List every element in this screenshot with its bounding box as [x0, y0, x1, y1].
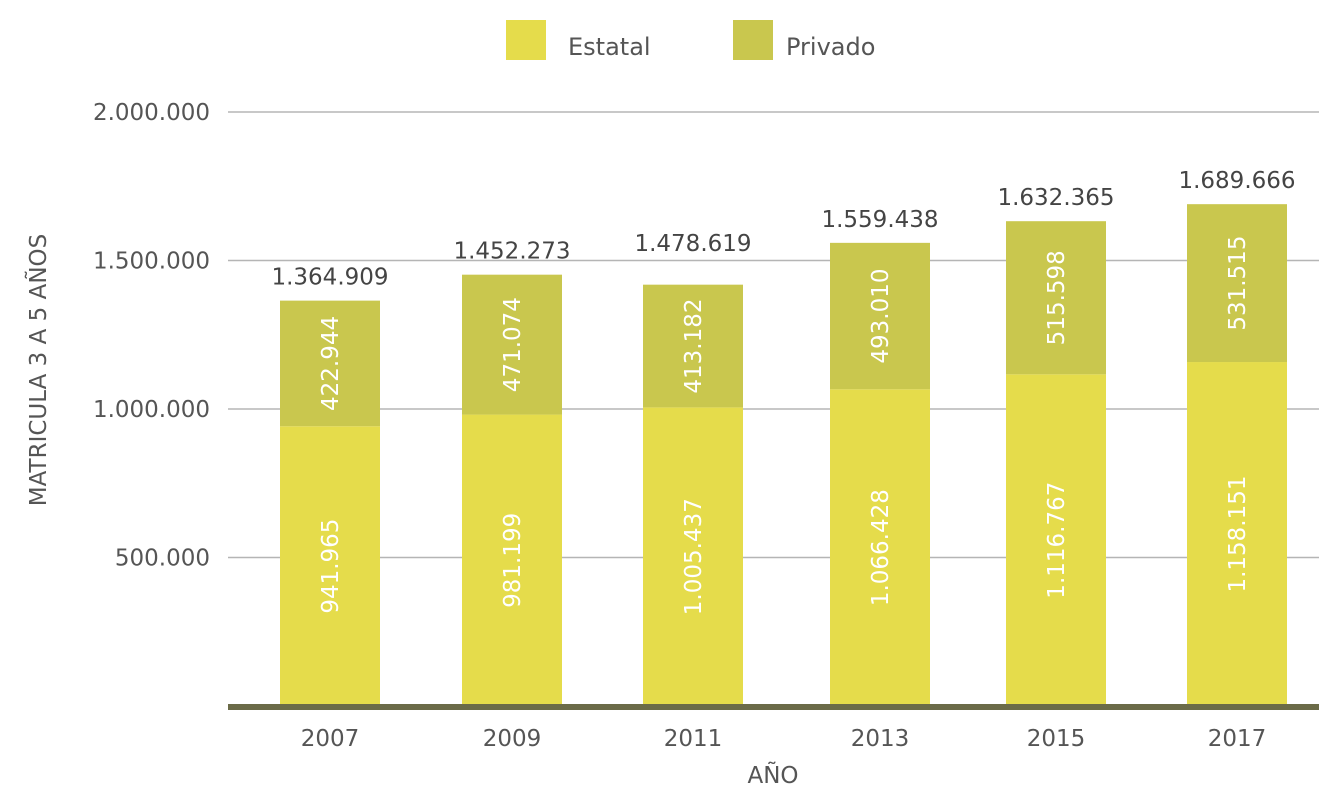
y-tick-label: 1.500.000 — [93, 249, 210, 275]
x-axis-title: AÑO — [747, 761, 798, 789]
bar-segment-estatal — [643, 407, 743, 706]
bar-segment-estatal — [1006, 374, 1106, 706]
data-label-estatal: 941.965 — [318, 519, 344, 614]
data-label-estatal: 981.199 — [500, 513, 526, 608]
legend-swatch-privado — [733, 20, 773, 60]
bar-segment-privado — [830, 242, 930, 390]
data-label-privado: 471.074 — [500, 297, 526, 392]
x-axis-line — [228, 704, 1319, 710]
bars: 941.965 422.944 1.364.909 981.199 471.074 1.4… — [271, 168, 1296, 706]
data-label-privado: 493.010 — [868, 268, 894, 363]
y-axis-title: MATRICULA 3 A 5 AÑOS — [24, 234, 52, 506]
legend-label-privado: Privado — [786, 33, 875, 61]
x-tick-label: 2009 — [483, 726, 542, 752]
data-label-estatal: 1.158.151 — [1225, 475, 1251, 592]
data-label-estatal: 1.005.437 — [681, 498, 707, 615]
legend-label-estatal: Estatal — [568, 33, 651, 61]
y-axis-ticks: 500.000 1.000.000 1.500.000 2.000.000 — [93, 100, 210, 572]
x-tick-label: 2007 — [301, 726, 360, 752]
bar-segment-privado — [280, 300, 380, 427]
data-label-estatal: 1.066.428 — [868, 489, 894, 606]
x-tick-label: 2015 — [1027, 726, 1086, 752]
bar-segment-privado — [462, 274, 562, 415]
total-label: 1.452.273 — [453, 239, 570, 265]
bar-segment-estatal — [462, 414, 562, 706]
bar-segment-privado — [1006, 221, 1106, 375]
data-label-privado: 413.182 — [681, 298, 707, 393]
data-label-privado: 515.598 — [1044, 250, 1070, 345]
bar-segment-estatal — [280, 426, 380, 706]
total-label: 1.478.619 — [634, 231, 751, 257]
bar-segment-privado — [1187, 204, 1287, 363]
total-label: 1.689.666 — [1178, 168, 1295, 194]
y-tick-label: 500.000 — [115, 546, 210, 572]
data-label-privado: 422.944 — [318, 316, 344, 411]
y-tick-label: 2.000.000 — [93, 100, 210, 126]
total-label: 1.632.365 — [997, 185, 1114, 211]
data-label-privado: 531.515 — [1225, 236, 1251, 331]
gridlines — [228, 111, 1319, 559]
x-tick-label: 2013 — [851, 726, 910, 752]
x-axis-ticks: 2007 2009 2011 2013 2015 2017 — [301, 726, 1267, 752]
total-label: 1.559.438 — [821, 207, 938, 233]
total-label: 1.364.909 — [271, 265, 388, 291]
data-label-estatal: 1.116.767 — [1044, 482, 1070, 599]
legend-swatch-estatal — [506, 20, 546, 60]
x-axis-baseline — [228, 704, 1319, 710]
y-tick-label: 1.000.000 — [93, 397, 210, 423]
legend: Estatal Privado — [506, 20, 875, 61]
bar-segment-estatal — [1187, 362, 1287, 706]
x-tick-label: 2011 — [664, 726, 723, 752]
x-tick-label: 2017 — [1208, 726, 1267, 752]
bar-segment-estatal — [830, 389, 930, 706]
bar-segment-privado — [643, 284, 743, 408]
